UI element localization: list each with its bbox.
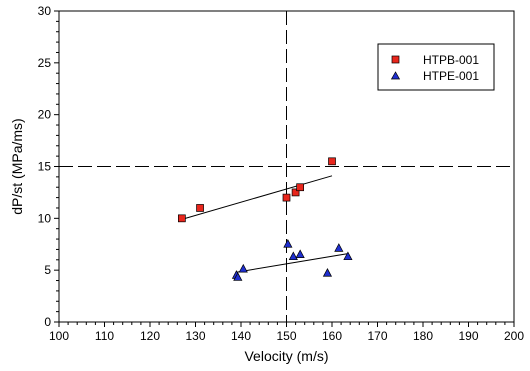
legend-label-htpe: HTPE-001: [423, 69, 479, 83]
y-tick-label: 30: [38, 4, 52, 18]
point-htpe-001: [295, 249, 305, 258]
point-htpe-001: [283, 239, 293, 248]
x-tick-label: 170: [367, 329, 387, 343]
fit-line-htpb-001: [181, 175, 333, 220]
x-tick-label: 110: [95, 329, 114, 343]
y-tick-label: 20: [38, 108, 52, 122]
point-htpb-001: [196, 204, 204, 212]
x-axis-ticks: 100 110 120 130 140 150 160 170 180 190 200: [49, 322, 524, 343]
reference-lines: [59, 11, 514, 322]
point-htpe-001: [322, 268, 333, 277]
y-tick-label: 0: [44, 315, 51, 329]
x-tick-label: 100: [49, 329, 69, 343]
legend: HTPB-001 HTPE-001: [377, 43, 495, 91]
point-htpe-001: [343, 251, 353, 261]
point-htpb-001: [282, 193, 291, 202]
fit-lines: [181, 175, 349, 273]
point-htpb-001: [296, 183, 304, 192]
fit-line-htpe-001: [236, 253, 349, 273]
x-tick-label: 180: [413, 329, 433, 343]
x-tick-label: 150: [276, 329, 296, 343]
legend-label-htpb: HTPB-001: [423, 53, 479, 67]
x-tick-label: 200: [504, 329, 524, 343]
x-tick-label: 120: [140, 329, 160, 343]
legend-marker-htpb: [391, 55, 400, 64]
y-tick-label: 10: [38, 211, 52, 225]
legend-box: [377, 43, 495, 91]
legend-marker-htpe: [390, 71, 401, 80]
point-htpe-001: [288, 251, 298, 261]
data-points: [178, 157, 353, 281]
point-htpb-001: [328, 157, 336, 166]
x-axis-title: Velocity (m/s): [244, 348, 328, 364]
point-htpe-001: [238, 263, 248, 273]
point-htpe-001: [334, 243, 344, 252]
point-htpb-001: [291, 188, 300, 197]
y-tick-label: 15: [38, 160, 52, 174]
x-tick-label: 140: [231, 329, 251, 343]
y-axis-ticks: 0 5 10 15 20 25 30: [38, 4, 59, 329]
point-htpe-001: [233, 272, 243, 281]
point-htpb-001: [178, 214, 186, 223]
y-tick-label: 25: [38, 56, 52, 70]
x-tick-label: 160: [322, 329, 342, 343]
x-tick-label: 190: [458, 329, 478, 343]
y-tick-label: 5: [44, 263, 51, 277]
y-axis-title: dP/st (MPa/ms): [9, 118, 25, 214]
x-tick-label: 130: [185, 329, 205, 343]
